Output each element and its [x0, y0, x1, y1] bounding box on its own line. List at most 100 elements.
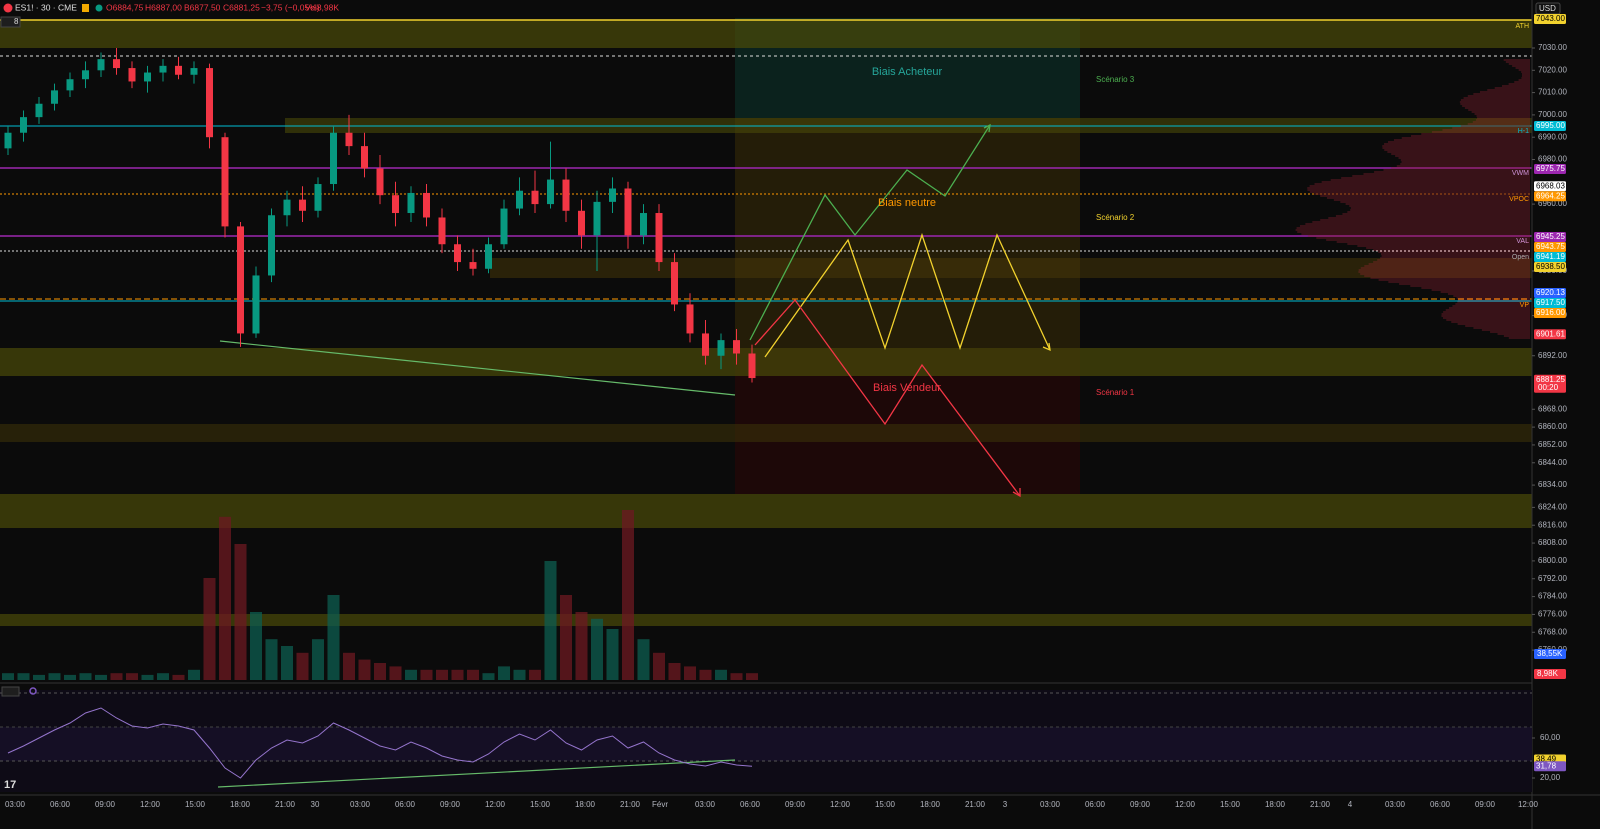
candle-body	[593, 201, 601, 236]
time-label: 12:00	[830, 800, 851, 809]
candle-body	[500, 208, 508, 245]
price-tick-label: 7010.00	[1538, 88, 1567, 97]
volume-bar	[64, 674, 76, 680]
price-tag	[1534, 329, 1566, 340]
level-label: Open	[1512, 254, 1529, 261]
volume-bar	[374, 663, 386, 680]
candle-body	[314, 184, 322, 211]
volume-bar	[715, 669, 727, 680]
price-tick-label: 6816.00	[1538, 520, 1567, 529]
indicator-icon[interactable]	[29, 687, 37, 695]
time-label: 21:00	[965, 800, 986, 809]
price-tag-label: 6916.00	[1536, 308, 1565, 317]
arrow	[1042, 342, 1051, 352]
price-tag-label: 38,49	[1536, 755, 1557, 764]
price-tag-label: 6943.75	[1536, 242, 1565, 251]
candle-body	[299, 199, 306, 211]
time-label: 03:00	[350, 800, 371, 809]
status-dot	[95, 4, 103, 12]
time-label: 15:00	[185, 800, 206, 809]
candle-body	[144, 72, 151, 82]
time-label: 15:00	[530, 800, 551, 809]
volume-bar	[141, 674, 154, 680]
volume-bar	[389, 666, 402, 680]
neutral-zone	[735, 118, 1080, 348]
volume-bar	[668, 663, 681, 680]
volume-bar	[513, 669, 526, 680]
zones	[0, 18, 1532, 626]
flag-icon[interactable]	[82, 4, 89, 12]
candle-body	[717, 340, 725, 356]
time-label: 18:00	[920, 800, 941, 809]
time-label: 4	[1348, 800, 1353, 809]
candle-body	[66, 79, 74, 91]
collapse-button[interactable]	[1, 686, 20, 697]
symbol-icon	[3, 3, 13, 13]
candle-body	[748, 353, 756, 379]
volume-bar	[157, 673, 169, 680]
volume-bar	[33, 674, 45, 680]
symbol[interactable]: ES1! · 30 · CME	[15, 2, 77, 12]
annotation: Biais neutre	[878, 197, 936, 209]
candle-body	[35, 103, 43, 118]
price-tick-label: 6980.00	[1538, 155, 1567, 164]
volume-bar	[234, 544, 247, 680]
volume-bar	[343, 652, 355, 680]
volume-bar	[498, 666, 510, 680]
ohlc-close: C6881,25	[223, 2, 260, 12]
rsi-tick-label: 20,00	[1540, 773, 1561, 782]
candle-body	[438, 217, 446, 245]
time-label: 03:00	[1040, 800, 1061, 809]
badge: 8	[14, 17, 19, 26]
volume-bar	[17, 673, 30, 680]
candle-body	[82, 70, 89, 80]
currency: USD	[1539, 4, 1556, 13]
price-tag-label: 6881.25	[1536, 375, 1565, 384]
price-tag	[1534, 231, 1566, 242]
time-label: 12:00	[1175, 800, 1196, 809]
currency-button[interactable]	[1535, 2, 1561, 15]
time-label: 09:00	[440, 800, 461, 809]
level-label: VP	[1520, 302, 1530, 309]
zone	[0, 494, 1532, 528]
candle-body	[128, 68, 136, 82]
price-tag-label: 7043.00	[1536, 14, 1565, 23]
volume-bar	[482, 673, 495, 680]
price-tag-label: 6938.50	[1536, 262, 1565, 271]
price-tag	[1534, 298, 1566, 309]
rsi-trendline	[217, 759, 736, 788]
collapse-button[interactable]	[0, 16, 21, 28]
volume-bar	[746, 673, 758, 680]
time-label: 03:00	[1385, 800, 1406, 809]
ohlc-change: −3,75 (−0,05%)	[261, 2, 320, 12]
price-tag-label: 6975.75	[1536, 164, 1565, 173]
volume-bar	[622, 510, 634, 680]
volume-tag-label: 38,55K	[1537, 649, 1563, 658]
price-tick-label: 6792.00	[1538, 574, 1567, 583]
time-label: 06:00	[1085, 800, 1106, 809]
price-tag	[1534, 121, 1566, 132]
price-tick-label: 6860.00	[1538, 422, 1567, 431]
candle-body	[221, 137, 229, 227]
volume-bar	[2, 673, 14, 680]
volume-bar	[79, 673, 92, 680]
ath-zone	[0, 20, 1532, 48]
candle-body	[392, 195, 399, 214]
candle-body	[640, 213, 647, 236]
ohlc-high: H6887,00	[145, 2, 182, 12]
time-label: 18:00	[575, 800, 596, 809]
level-label: ATH	[1516, 23, 1529, 30]
scenarios	[749, 123, 1051, 498]
time-label: 03:00	[695, 800, 716, 809]
candle-body	[190, 68, 198, 75]
time-label: 18:00	[230, 800, 251, 809]
candle-body	[702, 333, 709, 356]
time-label: 06:00	[395, 800, 416, 809]
candle-body	[578, 210, 585, 236]
candle-body	[268, 215, 275, 276]
logo[interactable]: 17	[4, 779, 16, 791]
volume-bar	[48, 673, 61, 680]
price-tag-label: 6964.25	[1536, 191, 1565, 200]
candle-body	[624, 188, 632, 236]
